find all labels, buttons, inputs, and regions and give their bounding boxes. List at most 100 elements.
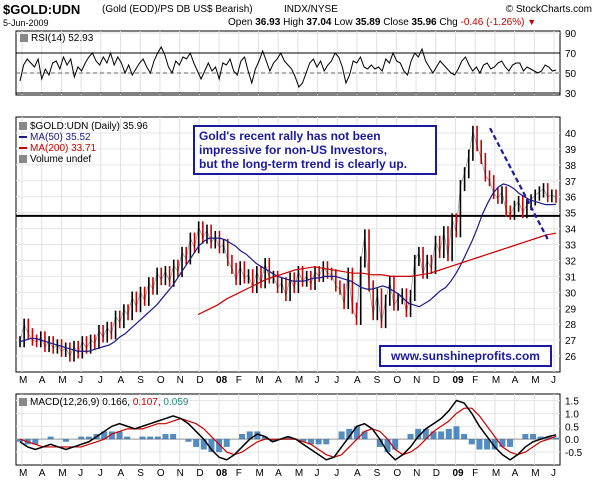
open-value: 36.93 bbox=[255, 17, 281, 28]
macd-histogram-bar bbox=[507, 439, 514, 447]
macd-legend-icon bbox=[19, 398, 27, 406]
macd-histogram-bar bbox=[147, 436, 154, 440]
x-tick-label-bottom: O bbox=[393, 468, 401, 479]
x-tick-label-top: A bbox=[39, 375, 46, 386]
signal-legend-value: 0.107, bbox=[133, 397, 164, 408]
rsi-legend-icon bbox=[20, 34, 28, 42]
macd-histogram-bar bbox=[17, 439, 23, 442]
price-tick-label: 39 bbox=[565, 145, 577, 156]
macd-histogram-bar bbox=[162, 434, 169, 440]
macd-histogram-bar bbox=[384, 439, 391, 453]
x-tick-label-bottom: S bbox=[374, 468, 381, 479]
x-tick-label-top: N bbox=[413, 375, 420, 386]
macd-histogram-bar bbox=[545, 436, 552, 440]
x-tick-label-top: N bbox=[177, 375, 184, 386]
high-value: 37.04 bbox=[306, 17, 332, 28]
ma50-line bbox=[19, 183, 557, 352]
chg-label: Chg bbox=[439, 17, 458, 28]
price-tick-label: 38 bbox=[565, 161, 577, 172]
low-label: Low bbox=[334, 17, 353, 28]
annotation-line-1: Gold's recent rally has not been bbox=[199, 129, 381, 143]
rsi-tick-label: 90 bbox=[565, 29, 577, 40]
price-tick-label: 32 bbox=[565, 256, 577, 267]
macd-histogram-bar bbox=[208, 439, 215, 453]
macd-histogram-bar bbox=[78, 436, 85, 440]
x-tick-label-bottom: F bbox=[236, 468, 242, 479]
price-tick-label: 36 bbox=[565, 193, 577, 204]
x-tick-label-bottom: S bbox=[137, 468, 144, 479]
rsi-tick-label: 50 bbox=[565, 69, 577, 80]
macd-histogram-bar bbox=[101, 431, 108, 440]
downtrend-line bbox=[489, 127, 549, 241]
x-tick-label-bottom: N bbox=[177, 468, 184, 479]
x-tick-label-bottom: J bbox=[315, 468, 320, 479]
x-tick-label-bottom: J bbox=[78, 468, 83, 479]
down-triangle-icon: ▼ bbox=[527, 17, 537, 27]
macd-histogram-bar bbox=[315, 439, 322, 445]
x-tick-label-top: J bbox=[78, 375, 83, 386]
x-tick-label-top: O bbox=[157, 375, 165, 386]
macd-histogram-bar bbox=[430, 431, 437, 440]
low-value: 35.89 bbox=[355, 17, 381, 28]
x-tick-label-top: D bbox=[196, 375, 203, 386]
macd-histogram-bar bbox=[108, 431, 115, 440]
rsi-line bbox=[19, 45, 557, 88]
x-tick-label-bottom: J bbox=[98, 468, 103, 479]
macd-tick-label: 0.0 bbox=[565, 435, 579, 446]
x-tick-label-top: D bbox=[433, 375, 440, 386]
x-tick-label-top: F bbox=[236, 375, 242, 386]
macd-tick-label: 0.5 bbox=[565, 422, 579, 433]
macd-histogram-bar bbox=[376, 439, 383, 447]
macd-histogram-bar bbox=[300, 439, 307, 442]
x-tick-label-bottom: M bbox=[19, 468, 27, 479]
x-tick-label-top: 09 bbox=[452, 375, 464, 386]
price-tick-label: 26 bbox=[565, 352, 577, 363]
macd-histogram-bar bbox=[530, 434, 537, 440]
macd-histogram-bar bbox=[47, 436, 54, 440]
x-tick-label-bottom: M bbox=[492, 468, 500, 479]
macd-histogram-bar bbox=[262, 436, 269, 440]
chg-value: -0.46 (-1.26%) bbox=[460, 17, 525, 28]
macd-histogram-bar bbox=[338, 431, 345, 440]
macd-histogram-bar bbox=[537, 436, 544, 440]
price-tick-label: 37 bbox=[565, 177, 577, 188]
macd-histogram-bar bbox=[361, 431, 368, 440]
source-credit: © StockCharts.com bbox=[505, 4, 592, 15]
macd-histogram-bar bbox=[453, 426, 460, 440]
x-tick-label-top: J bbox=[315, 375, 320, 386]
macd-histogram-bar bbox=[468, 439, 475, 445]
price-tick-label: 31 bbox=[565, 272, 577, 283]
price-tick-label: 27 bbox=[565, 336, 577, 347]
x-tick-label-top: J bbox=[98, 375, 103, 386]
price-tick-label: 28 bbox=[565, 320, 577, 331]
macd-histogram-bar bbox=[285, 436, 291, 440]
rsi-legend: RSI(14) 52.93 bbox=[31, 33, 94, 44]
x-tick-label-top: M bbox=[58, 375, 66, 386]
macd-histogram-bar bbox=[499, 439, 506, 447]
x-tick-label-top: J bbox=[334, 375, 339, 386]
macd-histogram-bar bbox=[216, 439, 223, 453]
annotation-box: Gold's recent rally has not been impress… bbox=[193, 125, 437, 175]
macd-histogram-bar bbox=[139, 436, 146, 440]
macd-histogram-bar bbox=[239, 434, 246, 440]
macd-histogram-bar bbox=[346, 428, 353, 440]
price-tick-label: 35 bbox=[565, 209, 577, 220]
chart-header: $GOLD:UDN (Gold (EOD)/PS DB US$ Bearish)… bbox=[0, 0, 600, 30]
high-label: High bbox=[283, 17, 304, 28]
macd-histogram-bar bbox=[246, 431, 253, 440]
x-tick-label-bottom: A bbox=[512, 468, 519, 479]
macd-histogram-bar bbox=[85, 436, 92, 440]
x-tick-label-top: M bbox=[531, 375, 539, 386]
macd-histogram-bar bbox=[254, 431, 261, 440]
x-tick-label-bottom: D bbox=[433, 468, 440, 479]
annotation-line-3: but the long-term trend is clearly up. bbox=[199, 157, 408, 171]
ma200-legend: MA(200) 33.71 bbox=[30, 143, 97, 154]
x-tick-label-bottom: M bbox=[255, 468, 263, 479]
ma50-legend: MA(50) 35.52 bbox=[30, 132, 91, 143]
macd-histogram-bar bbox=[522, 434, 529, 440]
macd-histogram-bar bbox=[307, 439, 314, 445]
macd-histogram-bar bbox=[32, 439, 39, 445]
annotation-line-2: impressive for non-US Investors, bbox=[199, 143, 388, 157]
macd-histogram-bar bbox=[353, 426, 360, 440]
